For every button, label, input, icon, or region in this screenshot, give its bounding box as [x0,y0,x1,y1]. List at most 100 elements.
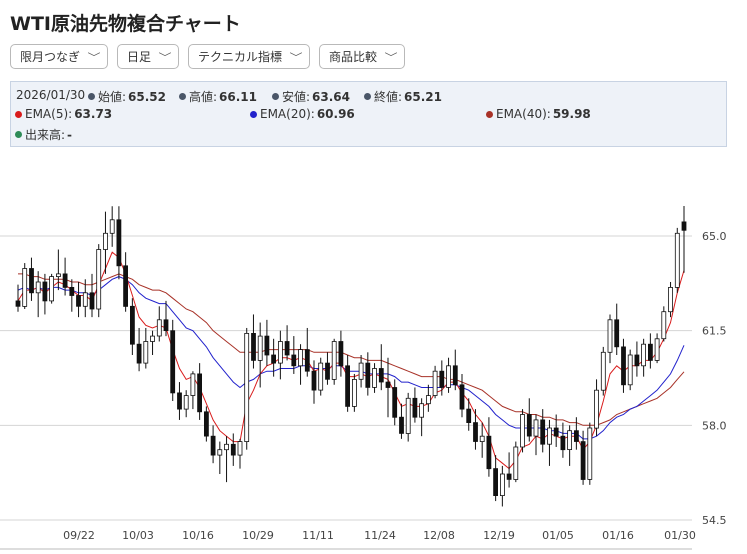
dot-icon [15,110,22,118]
x-tick-label: 12/19 [483,529,515,542]
candle-body [392,387,398,418]
candle-body [264,335,270,356]
candle-body [291,354,297,367]
dot-icon [179,93,186,100]
candle-body [668,286,673,313]
candle-body [29,268,34,294]
candle-body [277,341,283,364]
ema5-line [17,251,685,470]
candle-body [42,281,48,302]
candle-body [627,354,633,386]
candlestick-chart[interactable]: 65.0 61.5 58.0 54.5 09/22 10/03 10/16 10/29 11/1… [0,150,747,554]
candle-body [365,362,371,388]
chevron-down-icon: ﹀ [289,53,303,64]
candle-body [533,419,539,437]
candle-body [493,468,499,497]
candle-body [473,422,478,442]
x-tick-label: 10/03 [122,529,154,542]
candle-body [129,305,135,345]
contract-month-dropdown[interactable]: 限月つなぎ ﹀ [10,44,109,69]
candle-body [217,449,223,456]
x-tick-label: 11/24 [364,529,396,542]
candle-body [62,273,68,288]
dot-icon [272,93,279,100]
candle-body [271,354,277,364]
y-tick-label: 54.5 [702,514,727,527]
candle-body [109,219,115,234]
candle-body [237,441,243,456]
info-ema40: EMA(40): 59.98 [486,107,591,121]
compare-dropdown[interactable]: 商品比較 ﹀ [319,44,406,69]
technical-indicator-dropdown[interactable]: テクニカル指標 ﹀ [188,44,311,69]
x-tick-label: 11/11 [302,529,334,542]
candle-body [56,273,61,278]
x-tick-label: 10/29 [242,529,274,542]
candle-body [136,343,142,364]
candle-body [177,392,182,410]
dot-icon [486,110,493,118]
x-tick-label: 01/16 [602,529,634,542]
candle-body [520,414,525,448]
candle-body [412,397,418,418]
candle-body [123,265,128,307]
candle-body [526,414,532,437]
candle-body [358,362,364,380]
y-tick-label: 65.0 [702,230,727,243]
candle-body [156,319,162,337]
candle-body [594,389,599,429]
candle-body [304,349,310,372]
candle-body [614,319,620,348]
candle-body [540,419,546,445]
candle-body [641,343,646,367]
candle-body [399,416,404,434]
candle-body [385,381,391,388]
candle-body [634,354,640,367]
candle-body [257,335,263,361]
candle-body [446,365,451,388]
dot-icon [364,93,371,100]
candle-body [486,435,492,470]
interval-label: 日足 [127,50,152,64]
candle-body [96,249,102,310]
candle-body [553,427,559,437]
candle-body [150,335,155,342]
candle-body [224,443,229,451]
compare-label: 商品比較 [329,50,378,64]
page-title: WTI原油先物複合チャート [10,13,241,35]
x-tick-label: 10/16 [182,529,214,542]
candle-body [143,341,149,364]
candle-body [587,427,593,480]
candle-body [648,343,653,361]
candle-body [466,408,472,424]
candle-body [298,349,303,367]
candle-body [674,232,680,288]
info-low: 安値: 63.64 [272,88,350,105]
candle-body [15,300,21,307]
candle-body [574,430,579,442]
candle-body [607,319,613,353]
candle-body [69,286,75,296]
x-tick-label: 09/22 [63,529,95,542]
candle-body [163,319,169,332]
dot-icon [15,131,22,138]
candle-body [49,276,54,302]
candle-body [547,427,552,445]
candle-body [116,219,122,267]
candle-body [170,330,176,394]
info-high: 高値: 66.11 [179,88,257,105]
y-tick-label: 61.5 [702,325,727,338]
candle-body [244,332,250,442]
candle-body [197,373,203,413]
candle-body [76,295,81,307]
info-date: 2026/01/30 [16,88,86,102]
interval-dropdown[interactable]: 日足 ﹀ [117,44,180,69]
candle-body [210,435,216,456]
candle-body [661,311,667,340]
candle-body [560,435,566,451]
dot-icon [250,110,257,118]
info-ema20: EMA(20): 60.96 [250,107,355,121]
x-tick-label: 12/08 [423,529,455,542]
technical-indicator-label: テクニカル指標 [198,50,283,64]
candle-body [432,370,438,396]
candle-body [405,397,411,434]
